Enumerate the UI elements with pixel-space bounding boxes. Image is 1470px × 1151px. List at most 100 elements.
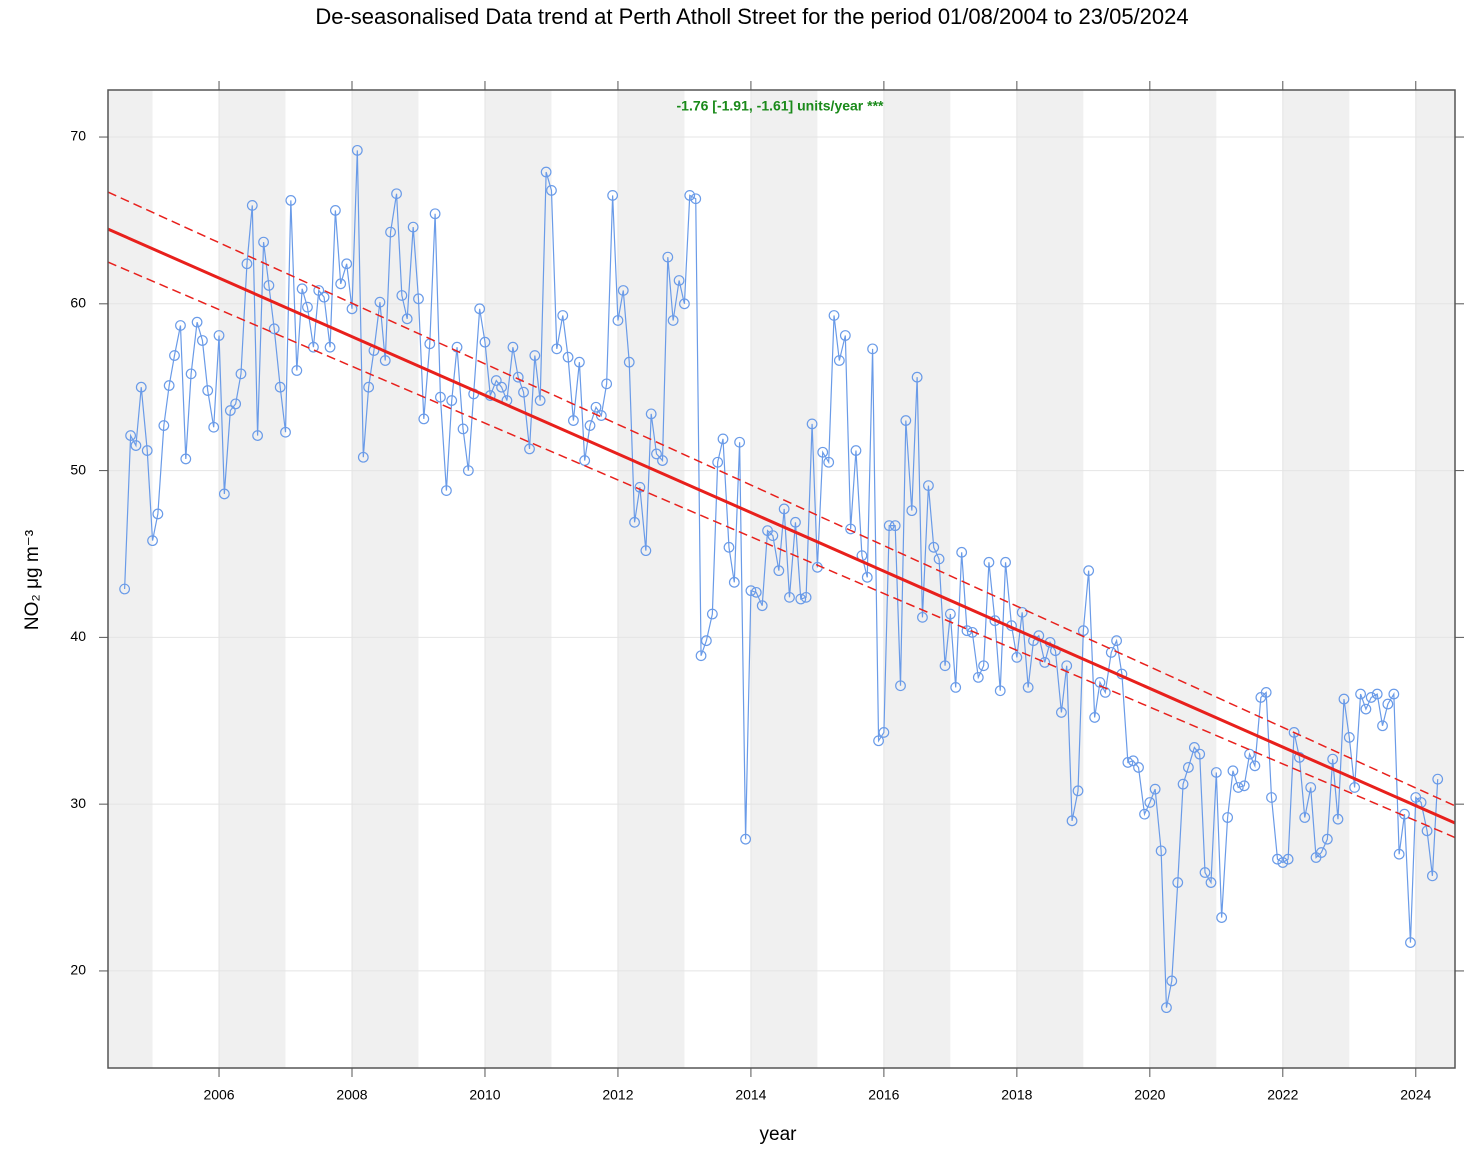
- data-point: [1205, 877, 1217, 888]
- data-point: [1288, 727, 1300, 738]
- data-point: [363, 381, 375, 393]
- data-point: [745, 585, 757, 597]
- x-tick-label: 2012: [602, 1087, 633, 1103]
- data-point: [1182, 762, 1194, 773]
- trend-upper-ci: [108, 191, 1455, 807]
- data-point: [617, 285, 629, 296]
- data-point: [158, 420, 170, 431]
- data-point: [1238, 780, 1250, 792]
- data-point: [717, 433, 729, 445]
- data-point: [125, 430, 137, 441]
- data-point: [407, 221, 419, 233]
- data-point: [1272, 853, 1283, 865]
- data-point: [1144, 797, 1156, 808]
- data-point: [534, 395, 546, 406]
- data-point: [790, 516, 801, 528]
- year-band: [108, 90, 153, 1068]
- data-point: [612, 315, 624, 326]
- data-point: [1222, 812, 1234, 823]
- data-point: [341, 258, 353, 270]
- trend-lower-ci: [108, 261, 1455, 839]
- data-point: [1127, 755, 1139, 767]
- data-point: [623, 356, 635, 368]
- chart-title: De-seasonalised Data trend at Perth Atho…: [315, 4, 1188, 29]
- data-point: [978, 660, 990, 672]
- data-point: [135, 381, 147, 393]
- x-tick-label: 2006: [203, 1087, 234, 1103]
- data-point: [119, 583, 131, 595]
- data-point: [740, 833, 751, 845]
- data-point: [385, 226, 396, 238]
- data-point: [1077, 625, 1089, 637]
- marks: [108, 144, 1455, 1014]
- data-point: [1282, 853, 1294, 865]
- data-point: [1149, 783, 1161, 795]
- y-tick-label: 70: [70, 128, 86, 144]
- data-point: [1000, 556, 1011, 568]
- data-point: [806, 418, 818, 430]
- data-point: [1299, 812, 1311, 823]
- data-point: [496, 381, 507, 393]
- data-point: [435, 391, 446, 403]
- axes: 2006 2008 2010 2012 2014 2016 2018 2020 2022 2024…: [70, 81, 1464, 1103]
- data-point: [1327, 753, 1339, 765]
- data-point: [518, 386, 529, 398]
- year-band: [219, 90, 286, 1068]
- data-point: [607, 190, 619, 201]
- data-point: [280, 426, 291, 438]
- x-tick-label: 2018: [1001, 1087, 1032, 1103]
- data-point: [147, 535, 158, 547]
- data-point: [873, 735, 884, 747]
- data-point: [318, 291, 330, 303]
- data-point: [778, 503, 790, 515]
- year-band: [1282, 90, 1350, 1068]
- data-point: [1039, 656, 1051, 668]
- data-point: [224, 405, 236, 416]
- year-band: [1415, 90, 1455, 1068]
- data-point: [1360, 703, 1372, 715]
- x-tick-label: 2022: [1267, 1087, 1298, 1103]
- data-point: [185, 368, 197, 380]
- x-tick-label: 2016: [868, 1087, 899, 1103]
- data-point: [634, 481, 646, 493]
- data-point: [169, 350, 180, 361]
- trend-annotation: -1.76 [-1.91, -1.61] units/year ***: [677, 98, 885, 114]
- data-point: [994, 685, 1006, 697]
- data-point: [1377, 720, 1388, 732]
- data-point: [1210, 767, 1222, 778]
- data-point: [878, 727, 890, 738]
- data-point: [1056, 707, 1067, 718]
- data-point: [1249, 760, 1261, 772]
- data-point: [418, 413, 430, 425]
- data-point: [540, 166, 552, 178]
- data-point: [1277, 857, 1289, 868]
- data-point: [351, 144, 363, 156]
- y-tick-label: 50: [70, 461, 86, 477]
- data-point: [379, 355, 391, 366]
- data-point: [900, 415, 912, 426]
- data-point: [130, 440, 142, 451]
- data-point: [208, 421, 220, 433]
- data-point: [1083, 565, 1095, 577]
- data-point: [218, 488, 230, 500]
- year-band: [1149, 90, 1217, 1068]
- year-band: [750, 90, 818, 1068]
- data-point: [1072, 785, 1084, 797]
- year-band: [617, 90, 685, 1068]
- data-point: [1166, 975, 1178, 987]
- data-point: [712, 456, 724, 468]
- data-point: [773, 565, 785, 577]
- data-point: [546, 185, 557, 196]
- data-point: [823, 456, 835, 468]
- data-point: [679, 298, 690, 310]
- data-point: [895, 680, 906, 692]
- data-point: [163, 380, 175, 391]
- data-point: [928, 541, 940, 553]
- y-axis-label: NO₂ μg m⁻³: [22, 530, 43, 630]
- data-point: [202, 385, 214, 396]
- data-point: [1016, 606, 1028, 618]
- data-point: [595, 410, 607, 421]
- data-point: [1199, 867, 1211, 878]
- data-point: [1266, 792, 1277, 803]
